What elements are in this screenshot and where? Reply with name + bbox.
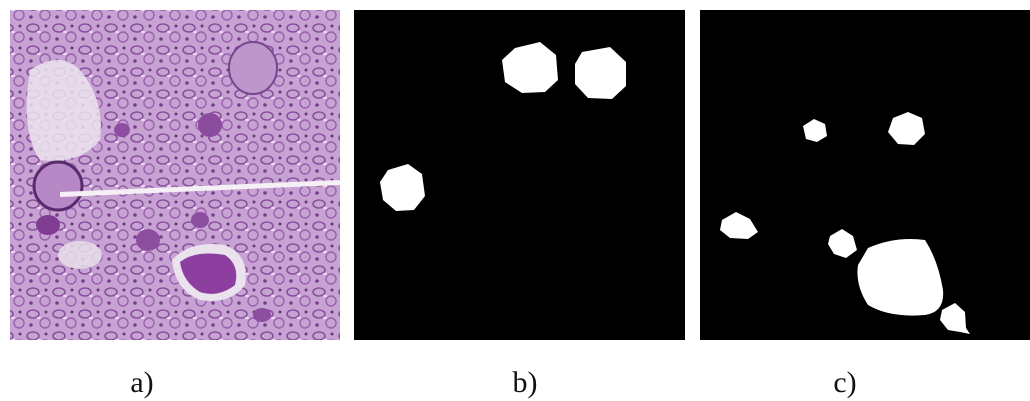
panel-caption: c) <box>833 366 856 399</box>
mask-panel-c <box>700 10 1030 340</box>
figure: a) b) c) <box>0 0 1030 401</box>
mask-panel-b <box>354 10 685 340</box>
panel-caption: b) <box>513 366 538 399</box>
panel-caption: a) <box>130 366 153 399</box>
histology-panel <box>10 10 340 340</box>
